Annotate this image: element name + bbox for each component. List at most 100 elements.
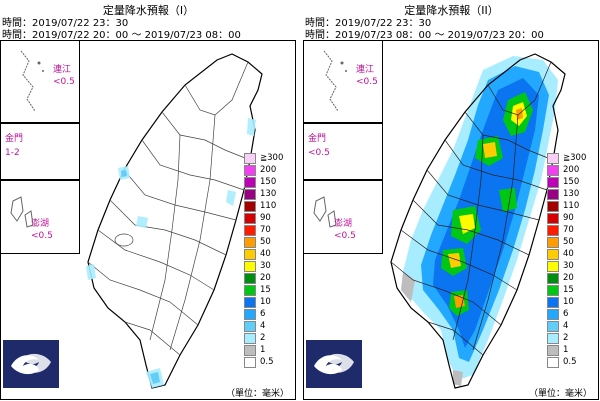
legend-swatch (547, 237, 559, 248)
inset-kinmen: 金門 <0.5 (303, 123, 383, 180)
legend-label: 150 (563, 177, 580, 187)
legend-entry: 40 (547, 248, 595, 260)
legend-swatch (547, 345, 559, 356)
legend-label: 200 (563, 165, 580, 175)
legend-swatch (547, 249, 559, 260)
cwb-logo-icon (3, 340, 59, 388)
legend-entry: 4 (547, 320, 595, 332)
kinmen-name: 金門 (308, 134, 327, 144)
legend-entry: 50 (244, 236, 292, 248)
panel-title: 定量降水預報（I） (102, 4, 195, 17)
legend-swatch (547, 297, 559, 308)
inset-matsu: 連江 <0.5 (303, 40, 383, 123)
legend-label: 6 (260, 309, 266, 319)
legend-label: 200 (260, 165, 277, 175)
legend-entry: 40 (244, 248, 292, 260)
legend-label: 40 (563, 249, 574, 259)
kinmen-value: 1-2 (5, 148, 20, 158)
panel-qpf-1: 定量降水預報（I） 時間：2019/07/22 23：30 時間：2019/07… (0, 0, 297, 401)
taiwan-rainfall-map (86, 53, 263, 389)
legend-entry: 70 (244, 224, 292, 236)
kinmen-value: <0.5 (308, 148, 330, 158)
legend-entry: 200 (244, 164, 292, 176)
legend-entry: 6 (547, 308, 595, 320)
legend-label: 0.5 (563, 357, 577, 367)
legend-swatch (244, 237, 256, 248)
legend-entry: 0.5 (244, 356, 292, 368)
legend-entry: 6 (244, 308, 292, 320)
legend-label: 50 (260, 237, 271, 247)
legend-label: ≧300 (260, 153, 284, 163)
legend-entry: ≧300 (244, 152, 292, 164)
legend-swatch (547, 273, 559, 284)
legend-swatch (547, 225, 559, 236)
legend-label: 70 (563, 225, 574, 235)
penghu-islands (313, 196, 337, 228)
inset-matsu: 連江 <0.5 (0, 40, 80, 123)
legend-swatch (244, 309, 256, 320)
matsu-coastline (323, 50, 347, 112)
legend-entry: 10 (547, 296, 595, 308)
legend-swatch (244, 165, 256, 176)
rain-core (454, 295, 465, 308)
legend-label: 40 (260, 249, 271, 259)
legend-swatch (547, 201, 559, 212)
legend-entry: 15 (547, 284, 595, 296)
legend-swatch (547, 177, 559, 188)
inset-penghu: 澎湖 <0.5 (0, 180, 80, 254)
matsu-name: 連江 (53, 65, 72, 75)
legend-swatch (244, 297, 256, 308)
legend-swatch (547, 153, 559, 164)
rain-patch (247, 118, 256, 136)
rain-patch (86, 264, 96, 280)
legend-label: 4 (563, 321, 569, 331)
rain-area-mid (433, 78, 539, 348)
legend-entry: 130 (244, 188, 292, 200)
kinmen-name: 金門 (5, 134, 24, 144)
legend-entry: 2 (547, 332, 595, 344)
unit-label: （單位：毫米） (529, 389, 593, 399)
legend-swatch (244, 177, 256, 188)
rain-patch (121, 170, 127, 177)
legend-label: 150 (260, 177, 277, 187)
legend-label: 90 (260, 213, 271, 223)
legend-label: 50 (563, 237, 574, 247)
taiwan-rainfall-map (390, 53, 566, 389)
legend-label: 110 (563, 201, 580, 211)
legend-label: 1 (563, 345, 569, 355)
legend-entry: 4 (244, 320, 292, 332)
taiwan-island (87, 53, 263, 389)
legend-entry: 20 (547, 272, 595, 284)
legend-entry: 130 (547, 188, 595, 200)
legend-label: 70 (260, 225, 271, 235)
matsu-value: <0.5 (356, 77, 378, 87)
legend-entry: 1 (547, 344, 595, 356)
rain-core (483, 142, 497, 158)
legend-entry: 20 (244, 272, 292, 284)
cwb-logo-icon (306, 340, 362, 388)
rain-fringe (453, 370, 463, 386)
legend-swatch (244, 249, 256, 260)
legend-entry: 50 (547, 236, 595, 248)
legend-swatch (547, 165, 559, 176)
legend-swatch (547, 261, 559, 272)
legend-entry: 70 (547, 224, 595, 236)
legend-entry: 200 (547, 164, 595, 176)
legend-swatch (244, 153, 256, 164)
legend-entry: 10 (244, 296, 292, 308)
matsu-coastline (20, 50, 44, 112)
legend-label: 2 (260, 333, 266, 343)
taiwan-island (390, 53, 566, 389)
rain-core (448, 253, 461, 268)
legend-label: 30 (563, 261, 574, 271)
legend-entry: 110 (244, 200, 292, 212)
rain-patch (226, 190, 236, 206)
legend-label: 15 (563, 285, 574, 295)
legend-swatch (244, 273, 256, 284)
legend-entry: ≧300 (547, 152, 595, 164)
legend-label: 2 (563, 333, 569, 343)
legend-swatch (547, 321, 559, 332)
legend-swatch (547, 309, 559, 320)
legend-swatch (244, 357, 256, 368)
